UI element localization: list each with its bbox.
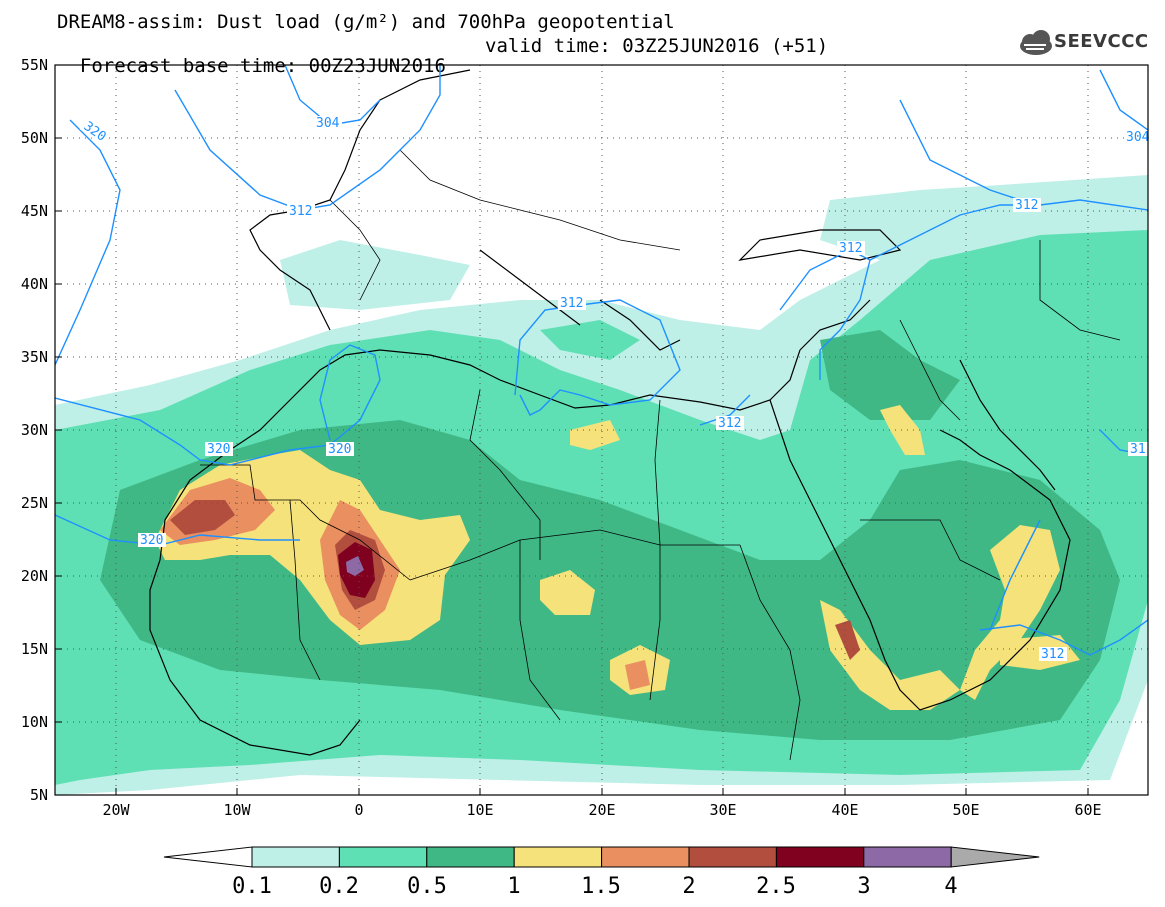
svg-text:304: 304: [316, 116, 340, 131]
lat-label: 20N: [21, 567, 48, 585]
lon-label: 20E: [588, 801, 615, 819]
lat-labels: 5N 10N 15N 20N 25N 30N 35N 40N 45N 50N 5…: [21, 56, 48, 804]
contour-label: 312: [1039, 647, 1067, 662]
base-time-label: Forecast base time: 00Z23JUN2016: [79, 55, 446, 77]
dust-shade-1: [820, 600, 960, 710]
map-title: DREAM8-assim: Dust load (g/m²) and 700hP…: [57, 11, 675, 33]
lat-label: 30N: [21, 421, 48, 439]
map-grid: [55, 65, 1148, 795]
lon-label: 0: [354, 801, 363, 819]
svg-text:312: 312: [289, 204, 312, 219]
dust-shade-0-2: [540, 320, 640, 360]
contour-label: 320: [138, 533, 166, 548]
dust-shade-2: [835, 620, 860, 660]
contour-label: 312: [558, 296, 586, 311]
colorbar-swatch: [338, 846, 428, 868]
cloud-icon: [1020, 30, 1052, 55]
lon-label: 10W: [223, 801, 251, 819]
contour-label: 31: [1128, 442, 1148, 457]
colorbar-label: 0.1: [232, 874, 272, 899]
lon-label: 10E: [466, 801, 493, 819]
colorbar-label: 3: [857, 874, 870, 899]
colorbar-label: 2.5: [756, 874, 796, 899]
lon-label: 60E: [1074, 801, 1101, 819]
dust-shade-2: [170, 500, 235, 535]
contour-label: 320: [205, 442, 233, 457]
contour-label: 312: [837, 241, 865, 256]
lat-label: 35N: [21, 348, 48, 366]
svg-text:320: 320: [140, 533, 163, 548]
svg-text:320: 320: [328, 442, 351, 457]
lon-labels: 20W 10W 0 10E 20E 30E 40E 50E 60E: [102, 801, 1101, 819]
forecast-time-line: Forecast base time: 00Z23JUN2016 valid t…: [57, 36, 828, 96]
contour-label: 312: [1013, 198, 1041, 213]
colorbar-label: 2: [682, 874, 695, 899]
svg-text:31: 31: [1130, 442, 1146, 457]
colorbar-swatch: [688, 846, 777, 868]
contour-label: 320: [326, 442, 354, 457]
lat-label: 25N: [21, 494, 48, 512]
colorbar-under-arrow: [163, 846, 253, 868]
dust-shade-3: [346, 556, 364, 576]
colorbar-labels: 0.1 0.2 0.5 1 1.5 2 2.5 3 4: [232, 874, 958, 899]
colorbar-label: 0.5: [407, 874, 447, 899]
lon-label: 50E: [952, 801, 979, 819]
lat-label: 5N: [30, 786, 48, 804]
svg-text:304: 304: [1126, 130, 1150, 145]
svg-text:312: 312: [1015, 198, 1038, 213]
contour-label: 312: [716, 416, 744, 431]
colorbar-swatch: [863, 846, 952, 868]
colorbar-swatch: [426, 846, 515, 868]
country-borders: [200, 149, 1121, 761]
logo: [1020, 30, 1052, 55]
lon-label: 20W: [102, 801, 130, 819]
svg-text:312: 312: [1041, 647, 1064, 662]
lat-label: 50N: [21, 129, 48, 147]
valid-time-label: valid time: 03Z25JUN2016 (+51): [485, 35, 829, 57]
colorbar-swatch: [251, 846, 340, 868]
lat-label: 15N: [21, 640, 48, 658]
logo-text: SEEVCCC: [1054, 31, 1149, 52]
svg-text:312: 312: [718, 416, 741, 431]
colorbar-over-arrow: [950, 846, 1040, 868]
axis-ticks: [55, 64, 1089, 796]
lat-label: 55N: [21, 56, 48, 74]
geopotential-contours: [55, 65, 1148, 656]
colorbar-label: 1.5: [581, 874, 621, 899]
lon-label: 40E: [831, 801, 858, 819]
colorbar-label: 1: [507, 874, 520, 899]
lat-label: 40N: [21, 275, 48, 293]
dust-shade-1: [880, 405, 925, 455]
colorbar-label: 4: [944, 874, 957, 899]
colorbar-label: 0.2: [319, 874, 359, 899]
svg-text:312: 312: [839, 241, 862, 256]
dust-shade-0-1: [280, 240, 470, 310]
svg-text:320: 320: [207, 442, 230, 457]
dust-shade-1-5: [625, 660, 650, 690]
dust-shade-1: [540, 570, 595, 615]
colorbar-swatch: [513, 846, 603, 868]
lat-label: 45N: [21, 202, 48, 220]
contour-label: 312: [287, 204, 315, 219]
svg-text:312: 312: [560, 296, 583, 311]
lon-label: 30E: [709, 801, 736, 819]
contour-label: 304: [314, 116, 342, 131]
colorbar-swatch: [601, 846, 690, 868]
colorbar-swatch: [775, 846, 865, 868]
dust-shade-0-5: [820, 330, 960, 420]
colorbar: [163, 846, 1040, 868]
contour-label: 304: [1124, 130, 1150, 145]
contour-label: 320: [79, 117, 111, 146]
dust-shade-1: [960, 525, 1060, 700]
lat-label: 10N: [21, 713, 48, 731]
dust-shade-1: [570, 420, 620, 450]
contour-labels: 320 304 312 312 312 304 312 320: [79, 116, 1150, 662]
